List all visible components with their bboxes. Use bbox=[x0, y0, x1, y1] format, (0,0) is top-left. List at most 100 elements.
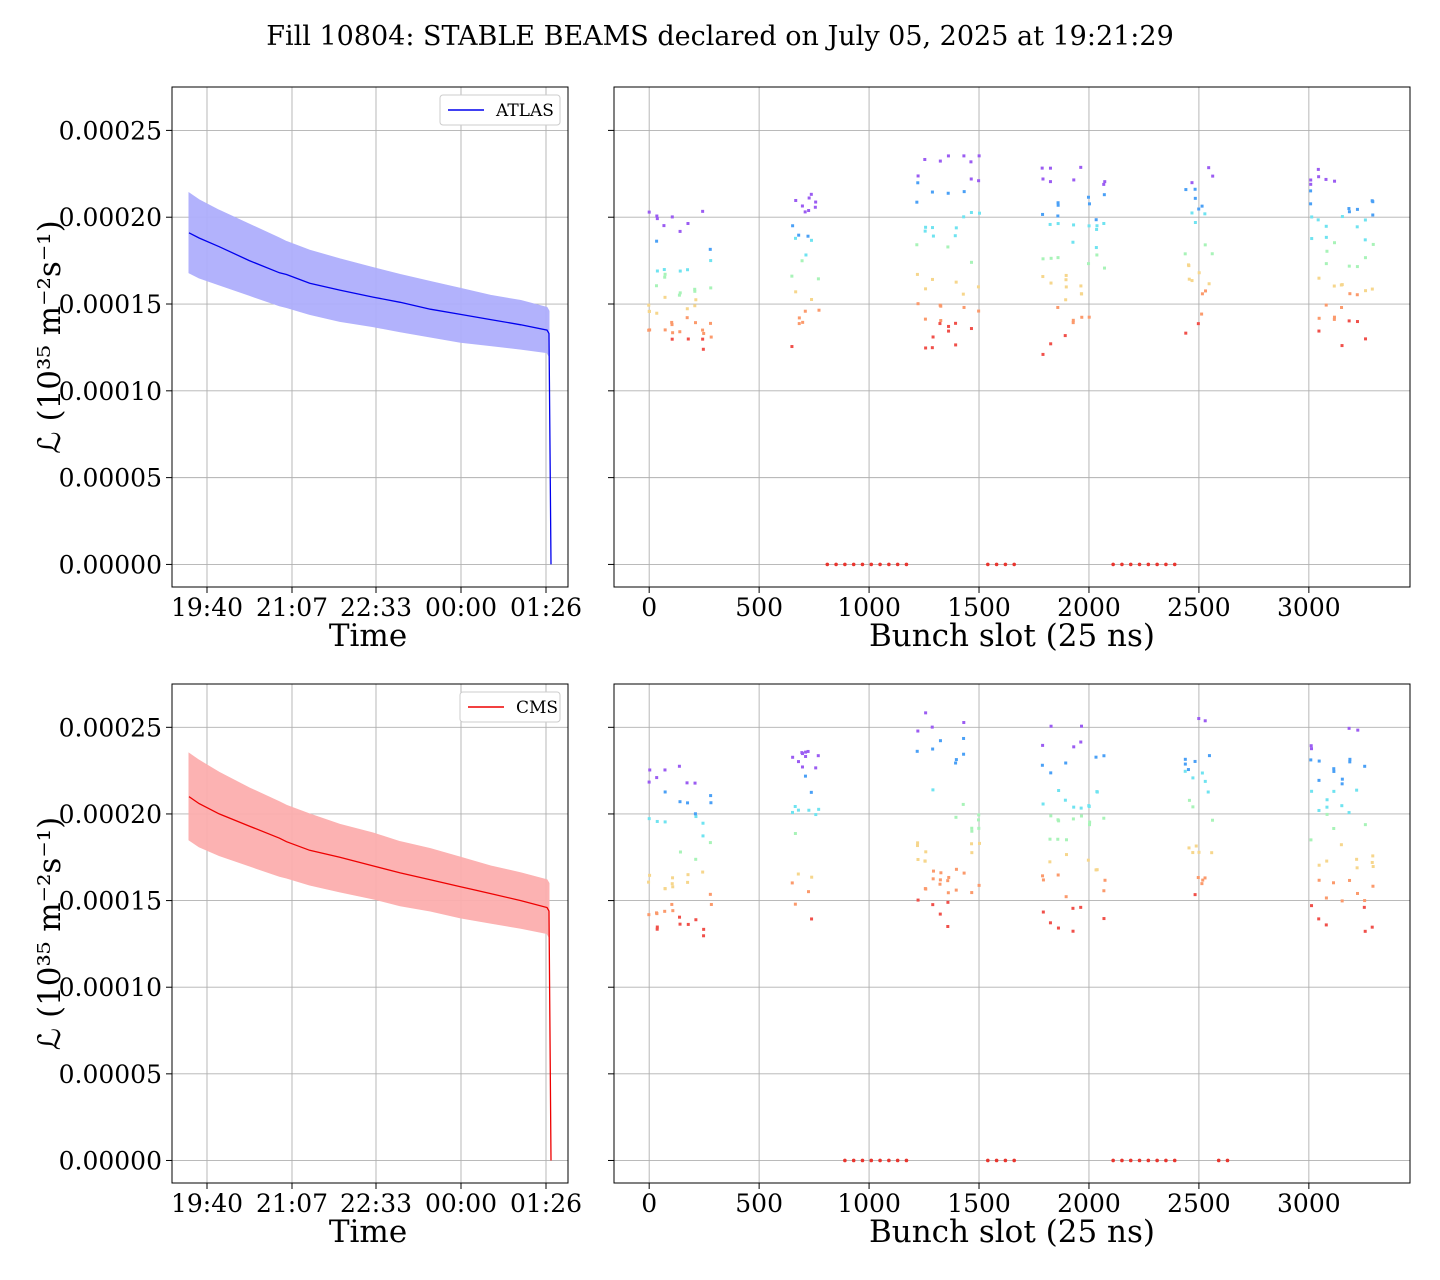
bunch-point bbox=[793, 902, 797, 906]
bunch-point bbox=[954, 815, 958, 819]
bunch-point bbox=[793, 236, 797, 240]
zero-bunch-point bbox=[860, 562, 865, 567]
bunch-point bbox=[1325, 798, 1329, 802]
bunch-point bbox=[790, 345, 794, 349]
bunch-point bbox=[1316, 167, 1320, 171]
bunch-point bbox=[1203, 719, 1207, 723]
bunch-point bbox=[1183, 769, 1187, 773]
bunch-point bbox=[1184, 188, 1188, 192]
x-tick-label: 22:33 bbox=[340, 1189, 412, 1218]
y-tick-label: 0.00025 bbox=[59, 713, 162, 742]
bunch-point bbox=[1317, 778, 1321, 782]
bunch-point bbox=[804, 754, 808, 758]
bunch-point bbox=[709, 335, 713, 339]
bunch-point bbox=[791, 224, 795, 228]
legend-label: CMS bbox=[516, 698, 558, 718]
x-axis-label: Bunch slot (25 ns) bbox=[869, 618, 1155, 654]
bunch-point bbox=[946, 891, 950, 895]
y-axis-label: ℒ (10³⁵ m⁻²s⁻¹) bbox=[32, 817, 68, 1050]
bunch-point bbox=[915, 272, 919, 276]
bunch-point bbox=[814, 200, 818, 204]
bunch-point bbox=[1348, 878, 1352, 882]
bunch-point bbox=[931, 788, 935, 792]
bunch-point bbox=[708, 247, 712, 251]
bunch-point bbox=[923, 859, 927, 863]
bunch-point bbox=[938, 878, 942, 882]
bunch-point bbox=[1197, 850, 1201, 854]
bunch-point bbox=[678, 915, 682, 919]
bunch-point bbox=[655, 776, 659, 780]
bunch-point bbox=[946, 245, 950, 249]
zero-bunch-point bbox=[1172, 1158, 1177, 1163]
bunch-point bbox=[924, 287, 928, 291]
bunch-point bbox=[1056, 222, 1060, 226]
bunch-point bbox=[1087, 224, 1091, 228]
bunch-point bbox=[1371, 213, 1375, 217]
bunch-point bbox=[1048, 860, 1052, 864]
bunch-point bbox=[797, 316, 801, 320]
bunch-point bbox=[1095, 224, 1099, 228]
bunch-point bbox=[1347, 811, 1351, 815]
bunch-point bbox=[1071, 321, 1075, 325]
bunch-point bbox=[938, 739, 942, 743]
bunch-point bbox=[814, 813, 818, 817]
bunch-point bbox=[1064, 298, 1068, 302]
bunch-point bbox=[931, 877, 935, 881]
bunch-point bbox=[1187, 798, 1191, 802]
bunch-point bbox=[817, 308, 821, 312]
bunch-point bbox=[923, 229, 927, 233]
zero-bunch-point bbox=[869, 562, 874, 567]
bunch-point bbox=[793, 832, 797, 836]
bunch-point bbox=[809, 238, 813, 242]
bunch-point bbox=[797, 322, 801, 326]
bunch-point bbox=[804, 253, 808, 257]
bunch-point bbox=[1197, 207, 1201, 211]
bunch-point bbox=[648, 768, 652, 772]
bunch-point bbox=[1340, 777, 1344, 781]
y-tick-label: 0.00005 bbox=[59, 464, 162, 493]
bunch-point bbox=[794, 290, 798, 294]
bunch-point bbox=[654, 284, 658, 288]
x-tick-label: 00:00 bbox=[425, 1189, 497, 1218]
bunch-point bbox=[969, 160, 973, 164]
bunch-point bbox=[655, 311, 659, 315]
bunch-point bbox=[702, 934, 706, 938]
zero-bunch-point bbox=[1164, 562, 1168, 567]
bunch-point bbox=[670, 215, 674, 219]
bunch-point bbox=[1071, 240, 1075, 244]
zero-bunch-point bbox=[1137, 1158, 1142, 1163]
bunch-point bbox=[800, 204, 804, 208]
bunch-point bbox=[663, 820, 667, 824]
bunch-point bbox=[915, 844, 919, 848]
bunch-point bbox=[1049, 342, 1053, 346]
bunch-point bbox=[947, 324, 951, 328]
zero-bunch-point bbox=[851, 1158, 856, 1163]
bunch-point bbox=[663, 790, 667, 794]
bunch-point bbox=[1200, 204, 1204, 208]
axes-frame bbox=[613, 86, 1411, 588]
bunch-point bbox=[924, 850, 928, 854]
bunch-point bbox=[1362, 905, 1366, 909]
bunch-point bbox=[1355, 265, 1359, 269]
bunch-point bbox=[977, 818, 981, 822]
bunch-point bbox=[1191, 776, 1195, 780]
zero-bunch-point bbox=[843, 562, 847, 567]
x-tick-label: 500 bbox=[735, 1189, 783, 1218]
bunch-point bbox=[923, 317, 927, 321]
bunch-point bbox=[655, 214, 659, 218]
bunch-point bbox=[953, 234, 957, 238]
bunch-point bbox=[1363, 256, 1367, 260]
bunch-point bbox=[1340, 899, 1344, 903]
x-tick-label: 2000 bbox=[1057, 593, 1121, 622]
bunch-point bbox=[1103, 878, 1107, 882]
zero-bunch-point bbox=[895, 1158, 900, 1163]
bunch-point bbox=[1041, 802, 1045, 806]
bunch-point bbox=[954, 758, 958, 762]
bunch-point bbox=[1309, 758, 1313, 762]
bunch-point bbox=[1310, 237, 1314, 241]
bunch-point bbox=[1183, 762, 1187, 766]
bunch-point bbox=[1071, 318, 1075, 322]
bunch-point bbox=[931, 903, 935, 907]
bunch-point bbox=[655, 217, 659, 221]
bunch-point bbox=[1057, 789, 1061, 793]
